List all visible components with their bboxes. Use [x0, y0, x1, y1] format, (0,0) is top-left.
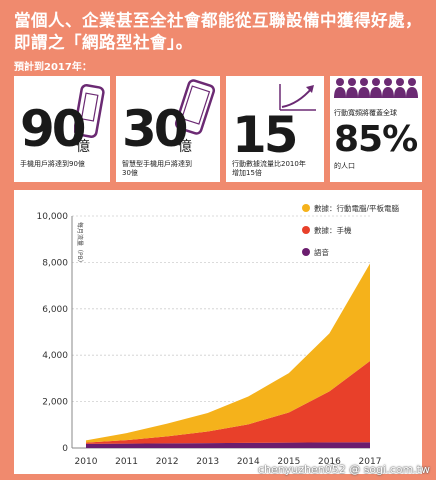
stat-description: 手機用戶將達到90億: [20, 160, 85, 168]
stat-description: 智慧型手機用戶將達到: [122, 160, 192, 168]
stat-card-broadband-coverage: 行動寬頻將覆蓋全球 85% 的人口: [330, 76, 422, 182]
person-icon: [346, 78, 358, 98]
person-icon: [358, 78, 370, 98]
y-tick-label: 0: [62, 444, 68, 454]
x-tick-label: 2014: [237, 457, 260, 467]
y-tick-label: 6,000: [42, 305, 68, 315]
stat-description-2: 的人口: [334, 162, 355, 170]
person-icon: [370, 78, 382, 98]
stat-unit: 億: [76, 139, 90, 155]
stat-description: 行動寬頻將覆蓋全球: [334, 109, 397, 117]
person-icon: [406, 78, 418, 98]
y-tick-label: 2,000: [42, 398, 68, 408]
watermark: chenyuzhen052 @ sogi.com.tw: [257, 463, 430, 476]
y-axis-label: 每月流量（PB）: [76, 222, 84, 266]
x-tick-label: 2016: [318, 457, 341, 467]
growth-arrow-icon: [279, 84, 316, 111]
y-tick-label: 8,000: [42, 258, 68, 268]
legend-label: 數據：手機: [314, 225, 352, 235]
x-tick-label: 2010: [75, 457, 98, 467]
headline-line-1: 當個人、企業甚至全社會都能從互聯設備中獲得好處，: [14, 11, 422, 30]
series-area-3: [86, 263, 370, 443]
people-group-icon: [334, 78, 418, 98]
stat-value: 15: [232, 106, 299, 164]
stat-value: 90: [20, 100, 87, 158]
legend-label: 數據：行動電腦/平板電腦: [314, 203, 400, 213]
series-area-2: [86, 361, 370, 444]
legend-label: 語音: [314, 247, 329, 257]
stat-value: 85%: [334, 119, 418, 160]
series-area-1: [86, 442, 370, 448]
smartphone-icon: [174, 79, 216, 135]
person-icon: [334, 78, 346, 98]
stat-description-2: 30億: [122, 169, 138, 177]
subhead: 預計到2017年：: [14, 62, 92, 73]
x-tick-label: 2013: [196, 457, 219, 467]
traffic-area-chart: 0 2,000 4,000 6,000 8,000 10,000 每月流量（PB） 2010 2…: [37, 203, 400, 467]
chart-panel: 0 2,000 4,000 6,000 8,000 10,000 每月流量（PB） 2010 2…: [14, 190, 422, 474]
y-tick-label: 10,000: [37, 212, 69, 222]
x-tick-label: 2017: [359, 457, 382, 467]
y-tick-label: 4,000: [42, 351, 68, 361]
stat-description-2: 增加15倍: [232, 169, 262, 177]
x-tick-label: 2012: [156, 457, 179, 467]
person-icon: [382, 78, 394, 98]
headline-line-2: 即謂之「網路型社會」。: [14, 33, 193, 52]
stat-card-smartphone-users: 30 億 智慧型手機用戶將達到 30億: [116, 76, 220, 182]
legend-swatch: [302, 226, 310, 234]
stat-unit: 億: [178, 139, 192, 155]
mobile-phone-icon: [74, 84, 105, 138]
person-icon: [394, 78, 406, 98]
legend-swatch: [302, 248, 310, 256]
headline: 當個人、企業甚至全社會都能從互聯設備中獲得好處， 即謂之「網路型社會」。: [14, 10, 424, 54]
x-tick-label: 2015: [277, 457, 300, 467]
legend-swatch: [302, 204, 310, 212]
x-tick-label: 2011: [115, 457, 138, 467]
stat-value: 30: [122, 100, 189, 158]
stat-card-mobile-users: 90 億 手機用戶將達到90億: [14, 76, 110, 182]
stat-description: 行動數據流量比2010年: [232, 160, 306, 168]
stat-card-data-traffic: 15 行動數據流量比2010年 增加15倍: [226, 76, 324, 182]
